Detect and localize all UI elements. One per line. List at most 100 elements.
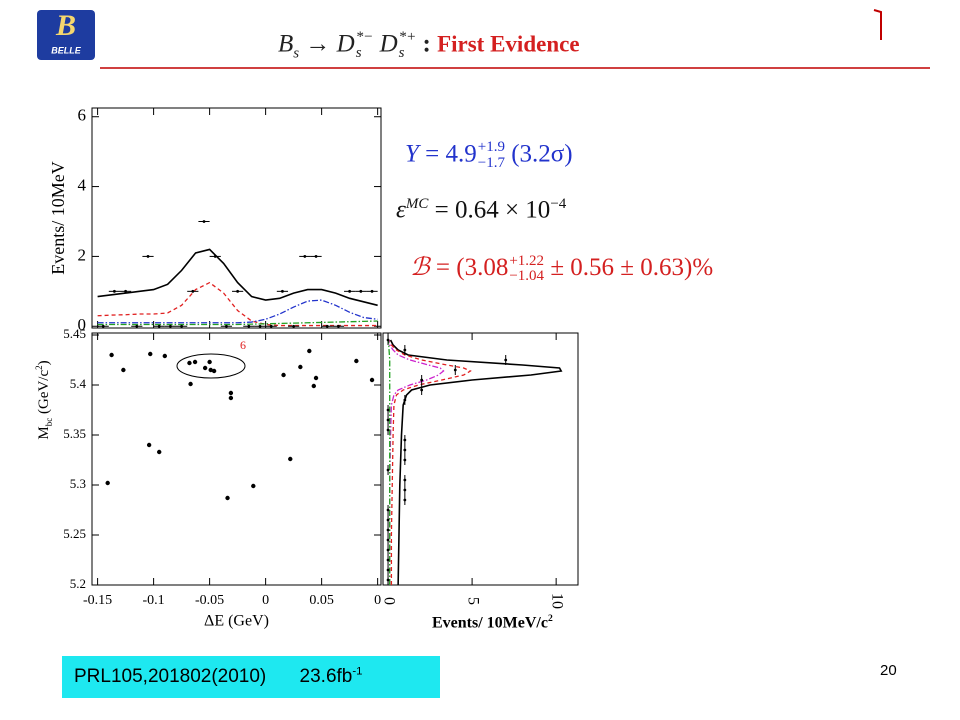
- title-part: →: [305, 30, 331, 58]
- eq-part: +1.9: [477, 139, 505, 155]
- bin-marker: [386, 558, 390, 562]
- page-number: 20: [880, 662, 897, 679]
- label-part: 2: [547, 613, 553, 624]
- reference: PRL105,201802(2010): [74, 666, 267, 687]
- eq-part: = (3.08: [429, 254, 509, 281]
- x-tick-label: 10: [548, 593, 565, 609]
- eq-part: MC: [405, 196, 429, 212]
- eq-part: −4: [550, 196, 567, 212]
- title-part: :: [422, 30, 431, 58]
- bin-marker: [386, 518, 390, 522]
- data-point: [369, 377, 375, 383]
- y-tick-label: 5.35: [63, 426, 86, 441]
- luminosity: 23.6fb: [299, 666, 353, 687]
- logo-mark: B: [55, 9, 76, 42]
- bin-marker: [325, 324, 329, 328]
- bin-marker: [403, 448, 407, 452]
- title-part: s: [293, 45, 300, 62]
- bin-marker: [314, 255, 318, 258]
- bin-marker: [403, 398, 407, 402]
- bin-marker: [258, 324, 262, 328]
- data-point: [288, 456, 293, 462]
- cluster-ellipse: [176, 353, 246, 379]
- x-axis-label: ΔE (GeV): [204, 613, 269, 630]
- data-point: [281, 372, 286, 378]
- eq-part: (3.2σ): [504, 140, 573, 168]
- bin-marker: [386, 538, 390, 542]
- bin-marker: [124, 289, 128, 293]
- bin-marker: [403, 478, 407, 482]
- title: Bs → D *− s D *+ s : First Evidence: [278, 29, 580, 62]
- x-tick-label: -0.15: [83, 593, 112, 608]
- bin-marker: [386, 548, 390, 552]
- x-tick-label: 0: [380, 597, 397, 605]
- bin-marker: [269, 324, 273, 328]
- x-tick-label: 0: [374, 593, 381, 608]
- logo: [37, 10, 95, 60]
- bin-marker: [213, 255, 217, 258]
- bin-marker: [403, 438, 407, 442]
- data-point: [121, 367, 126, 373]
- annotation: 6: [240, 338, 246, 352]
- bin-marker: [292, 324, 296, 328]
- title-part: D: [336, 30, 355, 58]
- eq-part: ± 0.56 ± 0.63)%: [544, 254, 714, 281]
- bin-marker: [386, 528, 390, 532]
- bin-marker: [403, 498, 407, 502]
- x-tick-label: -0.05: [195, 593, 224, 608]
- y-tick-label: 6: [78, 106, 87, 125]
- bin-marker: [101, 324, 105, 328]
- label-part: Events/ 10MeV/c: [432, 614, 548, 632]
- bin-marker: [157, 324, 161, 328]
- y-tick-label: 5.4: [70, 376, 87, 391]
- title-part: s: [355, 44, 362, 61]
- bin-marker: [504, 358, 508, 362]
- bin-marker: [386, 578, 390, 582]
- x-tick-label: 0: [262, 593, 269, 608]
- bin-marker: [202, 220, 206, 223]
- data-point: [228, 390, 234, 396]
- x-tick-label: -0.1: [143, 593, 165, 608]
- title-part: *−: [355, 29, 374, 45]
- data-point: [105, 480, 110, 486]
- branching-equation: ℬ = (3.08 +1.22 −1.04 ± 0.56 ± 0.63)%: [410, 252, 713, 285]
- data-point: [187, 360, 192, 366]
- bin-marker: [281, 289, 284, 293]
- luminosity-unit: -1: [352, 665, 363, 678]
- bin-marker: [386, 508, 390, 512]
- bin-marker: [146, 255, 150, 258]
- eq-part: = 4.9: [418, 140, 477, 168]
- fit-curve: [97, 281, 378, 327]
- data-point: [354, 358, 359, 364]
- title-part: D: [379, 30, 398, 58]
- x-tick-label: 0.05: [309, 593, 334, 608]
- bin-marker: [191, 289, 195, 293]
- data-point: [202, 365, 208, 371]
- bin-marker: [420, 388, 424, 392]
- bin-marker: [303, 255, 307, 258]
- data-point: [298, 364, 303, 370]
- data-point: [207, 359, 212, 365]
- bin-marker: [386, 428, 390, 432]
- data-point: [208, 367, 213, 373]
- label-part: 2: [34, 365, 44, 370]
- bin-marker: [370, 289, 374, 293]
- data-point: [162, 353, 168, 359]
- plot-frame: [91, 332, 382, 586]
- bin-marker: [169, 324, 172, 328]
- data-point: [211, 368, 217, 374]
- y-tick-label: 5.2: [70, 576, 86, 591]
- y-tick-label: 0: [78, 315, 87, 334]
- bin-marker: [359, 289, 363, 293]
- eq-part: −1.7: [477, 154, 505, 171]
- bin-marker: [453, 368, 457, 372]
- y-tick-label: 5.3: [70, 476, 86, 491]
- eq-part: −1.04: [509, 268, 545, 285]
- data-point: [228, 395, 234, 401]
- fit-curve: [97, 299, 378, 324]
- eq-part: = 0.64 × 10: [428, 196, 551, 224]
- fit-curve: [389, 339, 563, 586]
- title-text: First Evidence: [437, 31, 580, 57]
- plot-frame: [91, 107, 382, 329]
- plot-frame: [382, 332, 579, 586]
